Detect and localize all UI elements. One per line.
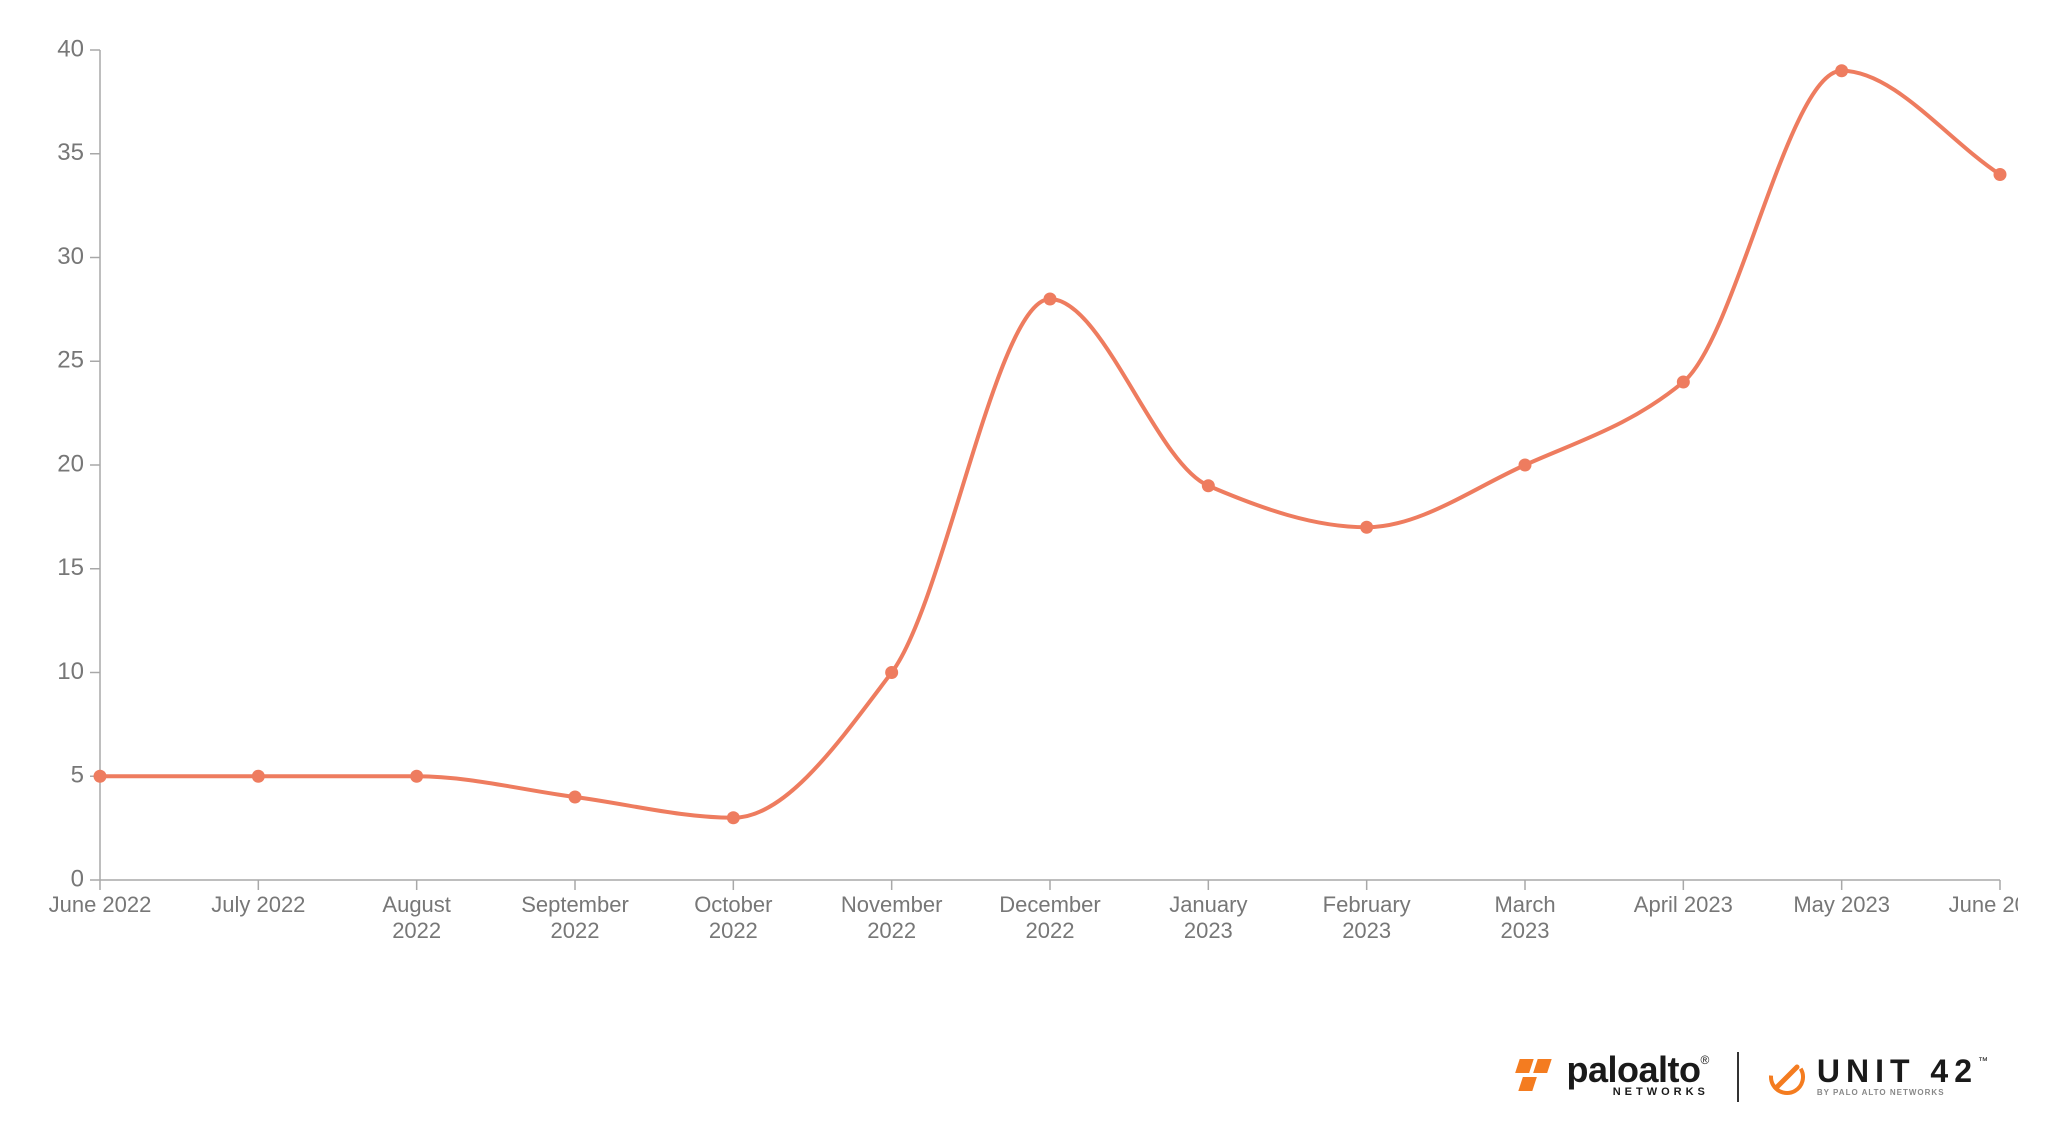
y-tick-label: 10 xyxy=(57,658,84,685)
x-tick-label: October xyxy=(694,892,772,917)
x-tick-label: August xyxy=(382,892,451,917)
x-tick-label: April 2023 xyxy=(1634,892,1733,917)
x-tick-label: February xyxy=(1323,892,1411,917)
y-tick-label: 20 xyxy=(57,450,84,477)
x-tick-label: 2023 xyxy=(1184,918,1233,943)
y-tick-label: 15 xyxy=(57,554,84,581)
x-tick-label: March xyxy=(1494,892,1555,917)
y-tick-label: 40 xyxy=(57,35,84,62)
x-tick-label: June 2022 xyxy=(49,892,152,917)
x-tick-label: 2022 xyxy=(392,918,441,943)
x-tick-label: July 2022 xyxy=(211,892,305,917)
x-tick-label: December xyxy=(999,892,1100,917)
data-point xyxy=(1519,459,1532,472)
data-point xyxy=(410,770,423,783)
unit42-text-block: UNIT 42™ BY PALO ALTO NETWORKS xyxy=(1817,1057,1988,1097)
data-point xyxy=(94,770,107,783)
x-tick-label: 2022 xyxy=(709,918,758,943)
y-tick-label: 35 xyxy=(57,139,84,166)
data-point xyxy=(252,770,265,783)
x-tick-label: 2022 xyxy=(551,918,600,943)
logo-paloalto: paloalto® NETWORKS xyxy=(1509,1055,1709,1099)
chart-svg: 0 5 10 15 20 25 30 35 40 June 2022 July 2022 August… xyxy=(30,30,2018,1000)
logo-unit42: UNIT 42™ BY PALO ALTO NETWORKS xyxy=(1767,1057,1988,1097)
y-tick-label: 5 xyxy=(71,762,84,789)
series-line xyxy=(100,71,2000,818)
x-tick-label: November xyxy=(841,892,942,917)
paloalto-text-block: paloalto® NETWORKS xyxy=(1567,1056,1709,1099)
x-tick-label: 2022 xyxy=(867,918,916,943)
data-point xyxy=(1044,293,1057,306)
y-tick-label: 25 xyxy=(57,347,84,374)
x-tick-label: 2023 xyxy=(1342,918,1391,943)
registered-mark: ® xyxy=(1701,1053,1709,1067)
x-tick-label: 2022 xyxy=(1026,918,1075,943)
x-tick-label: May 2023 xyxy=(1793,892,1890,917)
data-point xyxy=(1202,479,1215,492)
data-point xyxy=(885,666,898,679)
unit42-sub: BY PALO ALTO NETWORKS xyxy=(1817,1088,1988,1097)
unit42-icon xyxy=(1767,1057,1807,1097)
x-tick-label: January xyxy=(1169,892,1247,917)
line-chart: 0 5 10 15 20 25 30 35 40 June 2022 July 2022 August… xyxy=(30,30,2018,1000)
data-point xyxy=(569,791,582,804)
trademark: ™ xyxy=(1978,1056,1988,1067)
footer-logos: paloalto® NETWORKS UNIT 42™ BY PALO ALTO… xyxy=(1509,1052,1989,1102)
y-tick-label: 0 xyxy=(71,865,84,892)
data-point xyxy=(1677,376,1690,389)
data-point xyxy=(1835,64,1848,77)
logo-divider xyxy=(1737,1052,1739,1102)
paloalto-icon xyxy=(1509,1055,1557,1099)
data-point xyxy=(1994,168,2007,181)
data-point xyxy=(727,811,740,824)
y-tick-label: 30 xyxy=(57,243,84,270)
data-point xyxy=(1360,521,1373,534)
unit42-name: UNIT 42™ xyxy=(1817,1057,1988,1086)
x-tick-label: 2023 xyxy=(1501,918,1550,943)
x-tick-label: September xyxy=(521,892,629,917)
x-tick-label: June 2023 xyxy=(1949,892,2018,917)
paloalto-name: paloalto® xyxy=(1567,1056,1709,1085)
